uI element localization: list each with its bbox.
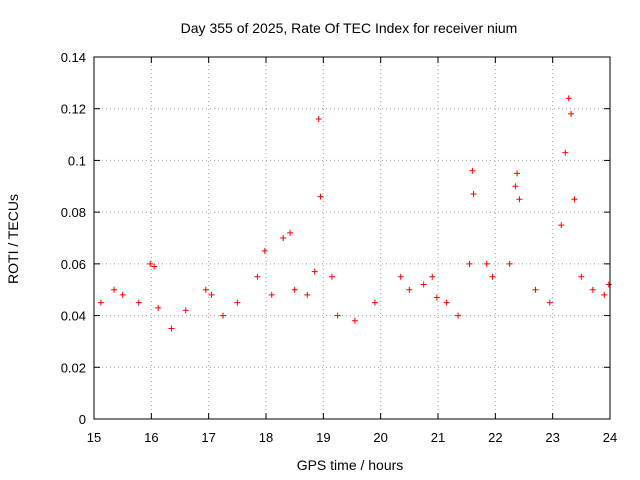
- data-point: [182, 307, 189, 314]
- data-point: [571, 196, 578, 203]
- data-point: [489, 273, 496, 280]
- y-tick-label: 0.08: [61, 205, 86, 220]
- data-point: [420, 281, 427, 288]
- x-tick-label: 18: [259, 430, 273, 445]
- x-tick-label: 24: [603, 430, 617, 445]
- x-tick-label: 20: [373, 430, 387, 445]
- data-point: [155, 304, 162, 311]
- data-point: [280, 235, 287, 241]
- data-point: [568, 110, 575, 117]
- x-tick-label: 21: [431, 430, 445, 445]
- data-point: [261, 247, 268, 254]
- x-tick-label: 17: [201, 430, 215, 445]
- data-point: [455, 312, 462, 319]
- data-point: [558, 222, 565, 229]
- data-point: [397, 273, 404, 280]
- data-point: [311, 268, 318, 275]
- data-point: [429, 273, 436, 280]
- y-tick-label: 0.12: [61, 102, 86, 117]
- data-point: [506, 260, 513, 267]
- data-point: [514, 170, 521, 177]
- x-tick-label: 22: [488, 430, 502, 445]
- x-axis-ticks: 15 16 17 18 19 20 21 22 23 24: [87, 57, 617, 445]
- data-point: [202, 286, 209, 293]
- data-point: [433, 294, 440, 301]
- data-point: [135, 299, 142, 306]
- chart-title: Day 355 of 2025, Rate Of TEC Index for r…: [181, 20, 518, 36]
- data-point: [605, 281, 612, 288]
- data-point: [234, 299, 241, 306]
- data-point: [254, 273, 261, 280]
- data-point: [315, 116, 322, 123]
- data-point: [291, 286, 298, 293]
- data-point: [304, 291, 311, 298]
- x-tick-label: 16: [144, 430, 158, 445]
- data-point: [406, 286, 413, 293]
- data-point: [371, 299, 378, 306]
- x-axis-label: GPS time / hours: [297, 457, 404, 473]
- data-point: [268, 291, 275, 298]
- y-tick-label: 0.02: [61, 360, 86, 375]
- data-point: [601, 291, 608, 298]
- y-tick-label: 0.1: [68, 153, 86, 168]
- data-point: [151, 263, 158, 270]
- data-point: [512, 183, 519, 190]
- data-point: [334, 312, 341, 319]
- y-tick-label: 0: [79, 412, 86, 427]
- data-point: [565, 95, 572, 102]
- data-point: [562, 149, 569, 156]
- data-point: [469, 167, 476, 174]
- data-point: [483, 260, 490, 267]
- y-tick-label: 0.14: [61, 50, 86, 65]
- data-point: [532, 286, 539, 293]
- data-point: [147, 260, 154, 267]
- y-axis-ticks: 0 0.02 0.04 0.06 0.08 0.1 0.12 0.14: [61, 50, 610, 427]
- y-axis-label: ROTI / TECUs: [5, 194, 21, 284]
- data-point: [317, 193, 324, 200]
- data-points: [97, 95, 612, 332]
- data-point: [287, 229, 294, 236]
- data-point: [516, 196, 523, 203]
- x-tick-label: 23: [545, 430, 559, 445]
- y-tick-label: 0.04: [61, 309, 86, 324]
- data-point: [119, 291, 126, 298]
- plot-frame: [93, 56, 611, 420]
- x-tick-label: 15: [87, 430, 101, 445]
- data-point: [589, 286, 596, 293]
- data-point: [351, 317, 358, 324]
- data-point: [97, 299, 104, 306]
- data-point: [208, 291, 215, 298]
- data-point: [220, 312, 226, 319]
- data-point: [466, 260, 473, 267]
- data-point: [470, 191, 477, 198]
- x-tick-label: 19: [316, 430, 330, 445]
- data-point: [328, 273, 335, 280]
- data-point: [578, 273, 585, 280]
- data-point: [111, 286, 118, 293]
- data-point: [546, 299, 553, 306]
- y-tick-label: 0.06: [61, 257, 86, 272]
- data-point: [168, 325, 175, 332]
- grid-lines: [94, 57, 610, 419]
- data-point: [443, 299, 450, 306]
